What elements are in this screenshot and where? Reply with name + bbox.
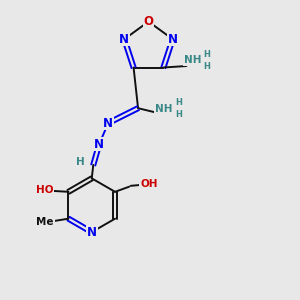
Text: N: N xyxy=(119,33,129,46)
Text: H: H xyxy=(76,157,85,167)
Text: N: N xyxy=(168,33,178,46)
Text: H: H xyxy=(176,98,182,107)
Text: NH: NH xyxy=(184,55,201,65)
Text: Me: Me xyxy=(37,217,54,227)
Text: HO: HO xyxy=(36,185,53,195)
Text: H: H xyxy=(203,50,210,58)
Text: N: N xyxy=(94,137,104,151)
Text: NH: NH xyxy=(155,104,172,114)
Text: N: N xyxy=(87,226,97,238)
Text: H: H xyxy=(176,110,182,119)
Text: O: O xyxy=(143,15,154,28)
Text: H: H xyxy=(203,61,210,70)
Text: OH: OH xyxy=(140,179,158,189)
Text: N: N xyxy=(103,117,113,130)
